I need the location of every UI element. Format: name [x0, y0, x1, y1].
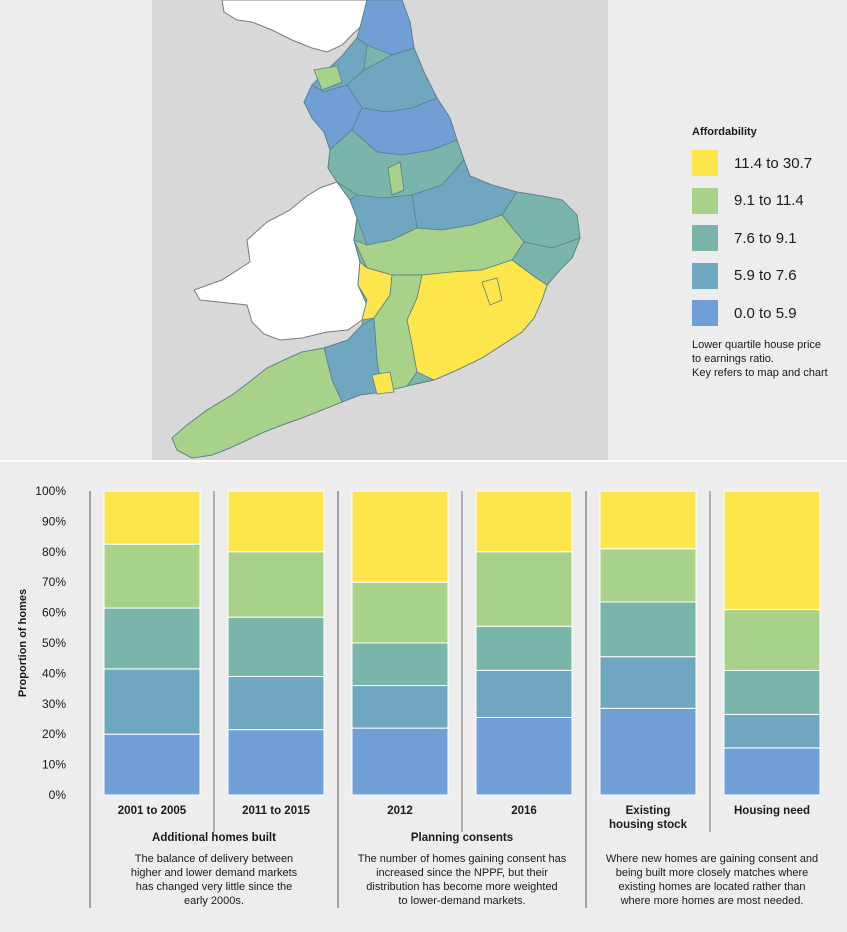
bar-segment [599, 548, 697, 603]
y-tick-label: 100% [35, 484, 66, 498]
bar-segment [227, 616, 325, 677]
group-title-additional-homes: Additional homes built [152, 832, 276, 844]
legend-label: 7.6 to 9.1 [734, 229, 797, 247]
map-regions [171, 0, 581, 459]
y-tick-label: 0% [49, 788, 67, 802]
group-title-planning-consents: Planning consents [410, 832, 514, 844]
bar-segment [475, 716, 573, 796]
bar-segment [103, 733, 201, 796]
legend-item: 5.9 to 7.6 [692, 262, 842, 289]
y-tick-label: 70% [42, 575, 66, 589]
bar-segment [351, 581, 449, 644]
legend-note: Lower quartile house price to earnings r… [692, 338, 842, 380]
bar-segment [599, 490, 697, 550]
y-tick-label: 20% [42, 727, 66, 741]
legend-item: 7.6 to 9.1 [692, 225, 842, 251]
y-tick-label: 90% [42, 514, 66, 528]
bar-segment [103, 543, 201, 609]
x-tick-label: 2001 to 2005 [118, 805, 187, 817]
group-description: Where new homes are gaining consent and … [590, 852, 834, 908]
section-divider [0, 460, 847, 462]
bar-segment [599, 707, 697, 796]
description-line: Where new homes are gaining consent and [605, 853, 819, 865]
y-axis-label: Proportion of homes [17, 589, 29, 697]
y-tick-label: 80% [42, 545, 66, 559]
bar-segment [103, 490, 201, 545]
legend-label: 11.4 to 30.7 [734, 154, 813, 172]
legend-swatch [692, 150, 718, 176]
legend-item: 11.4 to 30.7 [692, 150, 842, 176]
group-description: The number of homes gaining consent has … [340, 852, 584, 908]
bar-segment [351, 642, 449, 687]
x-tick-label: 2016 [511, 805, 537, 817]
legend-title: Affordability [692, 126, 757, 138]
bar-segment [227, 490, 325, 553]
bar-segment [475, 625, 573, 671]
legend-note-line: Lower quartile house price [692, 338, 822, 351]
legend-swatch [692, 187, 718, 214]
description-line: early 2000s. [184, 895, 244, 907]
description-line: being built more closely matches where [615, 867, 809, 879]
y-tick-label: 10% [42, 758, 66, 772]
bar-segment [103, 668, 201, 735]
description-line: distribution has become more weighted [366, 881, 558, 893]
bar-segment [599, 656, 697, 709]
description-line: existing homes are located rather than [618, 881, 806, 893]
description-line: increased since the NPPF, but their [376, 867, 548, 879]
legend-label: 9.1 to 11.4 [734, 192, 804, 209]
description-line: has changed very little since the [135, 881, 293, 893]
x-tick-label: 2012 [387, 805, 413, 817]
group-description: The balance of delivery between higher a… [95, 852, 333, 908]
description-line: where more homes are most needed. [620, 895, 804, 907]
bar-segment [103, 607, 201, 670]
description-line: to lower-demand markets. [398, 895, 526, 907]
bar-segment [351, 490, 449, 583]
affordability-map [152, 0, 608, 460]
legend-swatch [692, 225, 718, 251]
bar-segment [723, 713, 821, 749]
bar-segment [599, 601, 697, 658]
legend-item: 0.0 to 5.9 [692, 300, 842, 326]
legend-swatch [692, 262, 718, 289]
y-tick-label: 40% [42, 666, 66, 680]
description-line: higher and lower demand markets [130, 867, 298, 879]
bar-segment [475, 490, 573, 553]
y-tick-label: 50% [42, 636, 66, 650]
y-tick-label: 60% [42, 606, 66, 620]
description-line: The balance of delivery between [134, 853, 294, 865]
bar-segment [723, 490, 821, 611]
bar-segment [475, 551, 573, 627]
legend-note-line: Key refers to map and chart [692, 366, 828, 379]
bar-segment [723, 747, 821, 796]
legend-note-line: to earnings ratio. [692, 352, 774, 365]
bar-segment [475, 669, 573, 718]
bar-segment [351, 685, 449, 729]
legend-item: 9.1 to 11.4 [692, 187, 842, 214]
x-tick-label: Existing [626, 805, 671, 817]
description-line: The number of homes gaining consent has [357, 853, 567, 865]
bar-segment [227, 551, 325, 618]
x-tick-label: housing stock [609, 819, 688, 831]
x-tick-label: Housing need [734, 805, 810, 817]
map-svg [171, 0, 581, 459]
y-tick-label: 30% [42, 697, 66, 711]
legend-swatch [692, 300, 718, 326]
bar-segment [723, 669, 821, 715]
affordability-legend: Affordability 11.4 to 30.7 9.1 to 11.4 7… [692, 126, 842, 380]
bar-segment [227, 729, 325, 796]
bar-segment [227, 675, 325, 731]
x-tick-label: 2011 to 2015 [242, 805, 310, 817]
bar-segment [723, 609, 821, 671]
legend-label: 5.9 to 7.6 [734, 267, 797, 284]
bar-segment [351, 727, 449, 796]
legend-label: 0.0 to 5.9 [734, 304, 797, 322]
